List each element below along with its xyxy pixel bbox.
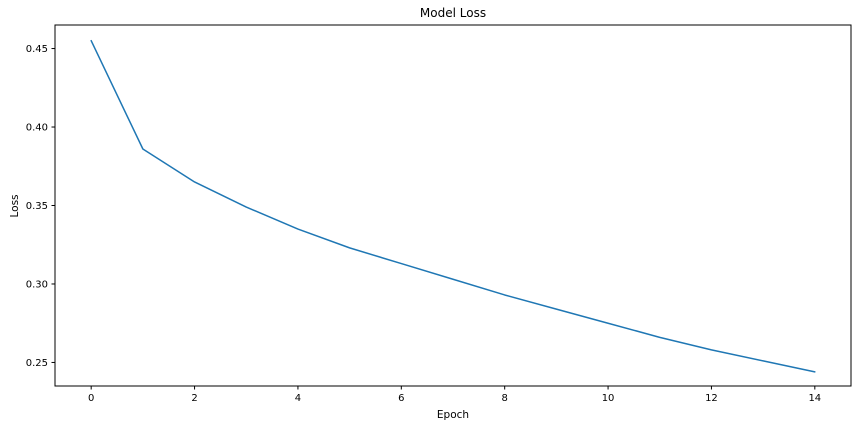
y-tick-label: 0.40 [26,123,48,134]
x-tick-label: 8 [502,393,508,404]
x-tick-label: 2 [191,393,197,404]
y-tick-label: 0.25 [26,358,48,369]
x-tick-label: 10 [602,393,615,404]
chart-title: Model Loss [419,6,487,20]
x-tick-label: 4 [295,393,301,404]
loss-curve [90,39,816,373]
x-tick-label: 6 [398,393,404,404]
y-tick-label: 0.30 [26,279,48,290]
x-tick-label: 14 [808,393,821,404]
x-axis-label: Epoch [436,409,470,421]
plot-area [54,24,852,387]
x-tick-label: 12 [705,393,718,404]
x-tick-label: 0 [88,393,94,404]
y-tick-label: 0.45 [26,44,48,55]
y-tick-label: 0.35 [26,201,48,212]
